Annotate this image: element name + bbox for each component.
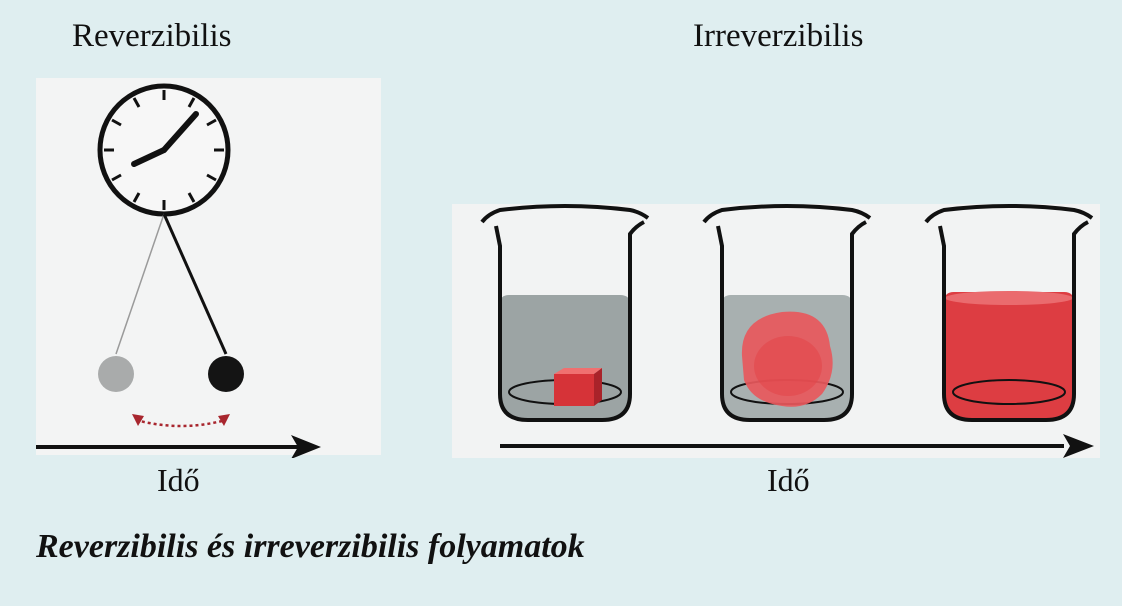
clock-minute-hand <box>161 111 199 153</box>
beaker-icon <box>480 204 650 422</box>
beaker-illustration <box>452 196 1104 458</box>
reversible-heading: Reverzibilis <box>72 18 232 54</box>
pendulum-ghost-ball <box>98 356 134 392</box>
irreversible-heading: Irreverzibilis <box>693 18 864 54</box>
time-arrow-icon <box>500 434 1094 458</box>
time-arrow-icon <box>36 435 321 459</box>
irreversible-time-label: Idő <box>767 462 810 498</box>
mixed-solution <box>944 292 1074 420</box>
dye-cube <box>554 374 594 406</box>
pendulum-ball <box>208 356 244 392</box>
reversible-time-label: Idő <box>157 462 200 498</box>
pendulum-illustration <box>36 78 386 459</box>
pendulum-icon <box>98 213 244 428</box>
figure-caption: Reverzibilis és irreverzibilis folyamato… <box>36 528 585 565</box>
beaker-icon <box>702 204 872 422</box>
clock-icon <box>97 83 231 217</box>
beaker-icon <box>924 204 1094 422</box>
clock-hour-hand <box>131 147 167 167</box>
